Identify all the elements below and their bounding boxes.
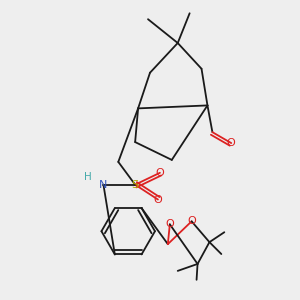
Text: O: O [187,216,196,226]
Text: H: H [84,172,92,182]
Text: O: O [227,138,236,148]
Text: O: O [165,219,174,229]
Text: N: N [99,180,108,190]
Text: S: S [132,180,139,190]
Text: O: O [154,194,162,205]
Text: O: O [155,168,164,178]
